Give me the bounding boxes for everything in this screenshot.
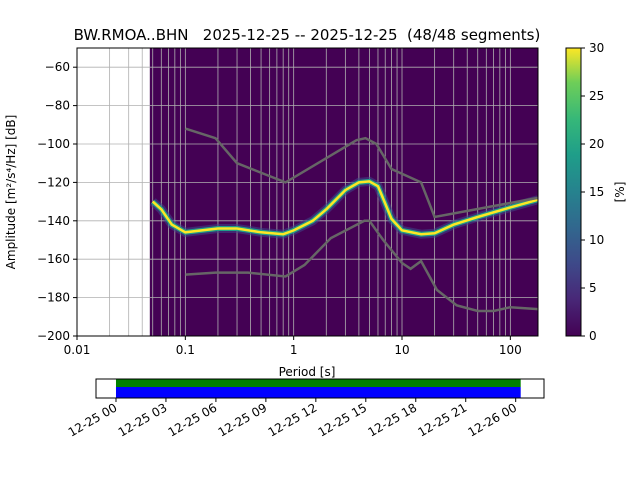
- plot-frame: [76, 47, 539, 337]
- y-tick-label: −200: [37, 329, 70, 343]
- timeline-tick-label: 12-25 00: [66, 400, 120, 439]
- colorbar-tick-label: 30: [589, 41, 604, 55]
- y-tick-label: −140: [37, 214, 70, 228]
- x-tick-label: 100: [499, 343, 522, 357]
- coverage-bar-top: [115, 379, 521, 387]
- nhnm-curve: [184, 127, 538, 219]
- timeline-tick-label: 12-25 12: [266, 400, 320, 439]
- x-tick-label: 0.1: [176, 343, 195, 357]
- y-tick-label: −100: [37, 137, 70, 151]
- y-tick-label: −160: [37, 252, 70, 266]
- colorbar-gradient: [565, 47, 582, 337]
- timeline-tick-label: 12-25 18: [366, 400, 420, 439]
- x-axis-label: Period [s]: [279, 365, 336, 379]
- chart-title: BW.RMOA..BHN 2025-12-25 -- 2025-12-25 (4…: [74, 26, 541, 44]
- y-axis-label: Amplitude [m²/s⁴/Hz] [dB]: [4, 115, 18, 270]
- timeline-tick-label: 12-25 21: [416, 400, 470, 439]
- x-tick-label: 0.01: [64, 343, 91, 357]
- plot-content: [77, 48, 538, 336]
- colorbar-tick-label: 10: [589, 233, 604, 247]
- y-tick-label: −60: [45, 60, 70, 74]
- plot-area: 0.01 0.1 1 10 100 −60 −80 −100 −120 −140 −160 −180 −…: [37, 47, 539, 357]
- timeline-tick-label: 12-26 00: [465, 400, 519, 439]
- x-tick-label: 1: [290, 343, 298, 357]
- nlnm-curve: [185, 219, 538, 313]
- timeline-tick-label: 12-25 03: [116, 400, 170, 439]
- colorbar-tick-label: 0: [589, 329, 597, 343]
- timeline-tick-label: 12-25 15: [316, 400, 370, 439]
- colorbar-tick-label: 25: [589, 89, 604, 103]
- colorbar-tick-label: 15: [589, 185, 604, 199]
- timeline-tick-label: 12-25 06: [166, 400, 220, 439]
- coverage-bar-bottom: [115, 387, 521, 398]
- y-tick-label: −120: [37, 175, 70, 189]
- colorbar-label: [%]: [613, 182, 627, 203]
- colorbar-tick-label: 20: [589, 137, 604, 151]
- x-tick-label: 10: [394, 343, 409, 357]
- y-tick-label: −180: [37, 291, 70, 305]
- colorbar-tick-label: 5: [589, 281, 597, 295]
- y-tick-label: −80: [45, 99, 70, 113]
- colorbar: 0 5 10 15 20 25 30: [565, 41, 604, 343]
- psd-mode-line: [151, 180, 538, 236]
- timeline-frame: [95, 378, 545, 399]
- timeline-tick-label: 12-25 09: [216, 400, 270, 439]
